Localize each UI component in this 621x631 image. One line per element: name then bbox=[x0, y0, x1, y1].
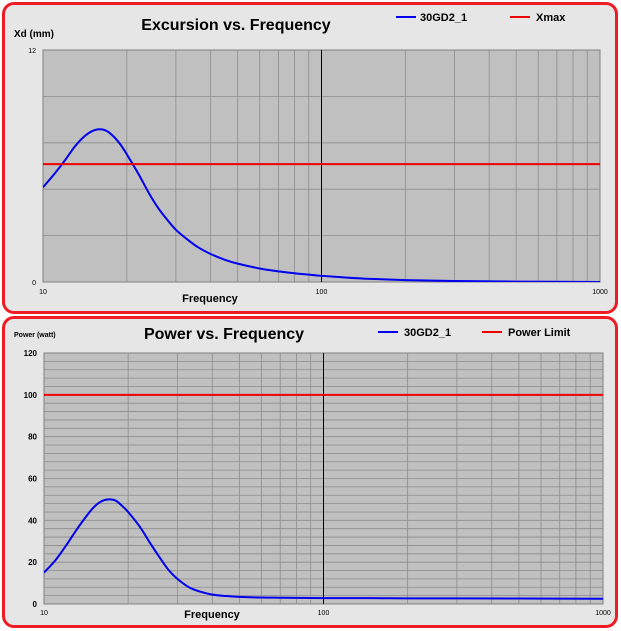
power-y-tick-label: 20 bbox=[28, 558, 37, 567]
power-series-30gd2-1 bbox=[44, 498, 603, 600]
power-y-tick-label: 100 bbox=[24, 391, 38, 400]
excursion-legend-label-xmax: Xmax bbox=[536, 12, 566, 24]
power-chart: 10 100 1000 0 20 40 60 80 100 120 30GD2_1 Power Lim… bbox=[24, 327, 611, 617]
excursion-y-tick-label: 12 bbox=[28, 48, 36, 55]
power-y-tick-label: 120 bbox=[24, 349, 38, 358]
power-y-tick-label: 60 bbox=[28, 475, 37, 484]
excursion-y-axis-label: Xd (mm) bbox=[14, 29, 54, 40]
excursion-x-axis-label: Frequency bbox=[182, 293, 239, 305]
power-x-tick-label: 1000 bbox=[595, 610, 611, 617]
power-y-tick-label: 40 bbox=[28, 516, 37, 525]
power-y-tick-label: 0 bbox=[33, 600, 38, 609]
power-x-tick-label: 100 bbox=[318, 610, 330, 617]
power-legend-label-power-limit: Power Limit bbox=[508, 327, 571, 339]
power-y-axis-label: Power (watt) bbox=[14, 332, 56, 339]
power-y-tick-label: 80 bbox=[28, 433, 37, 442]
excursion-chart-title: Excursion vs. Frequency bbox=[141, 17, 331, 34]
power-x-axis-label: Frequency bbox=[184, 609, 241, 621]
excursion-x-tick-label: 1000 bbox=[592, 289, 608, 296]
power-legend-label-30gd2-1: 30GD2_1 bbox=[404, 327, 451, 339]
excursion-x-tick-label: 100 bbox=[316, 289, 328, 296]
excursion-legend-label-30gd2-1: 30GD2_1 bbox=[420, 12, 467, 24]
power-chart-title: Power vs. Frequency bbox=[144, 326, 304, 343]
power-x-tick-label: 10 bbox=[40, 610, 48, 617]
excursion-chart: 10 100 1000 0 12 30GD2_1 Xmax bbox=[28, 12, 608, 296]
chart-marks: 10 100 1000 0 12 30GD2_1 Xmax 10 100 1000 0 20 40 60 8… bbox=[24, 12, 611, 617]
excursion-y-tick-label: 0 bbox=[32, 280, 36, 287]
excursion-series-30gd2-1 bbox=[43, 128, 600, 282]
excursion-x-tick-label: 10 bbox=[39, 289, 47, 296]
